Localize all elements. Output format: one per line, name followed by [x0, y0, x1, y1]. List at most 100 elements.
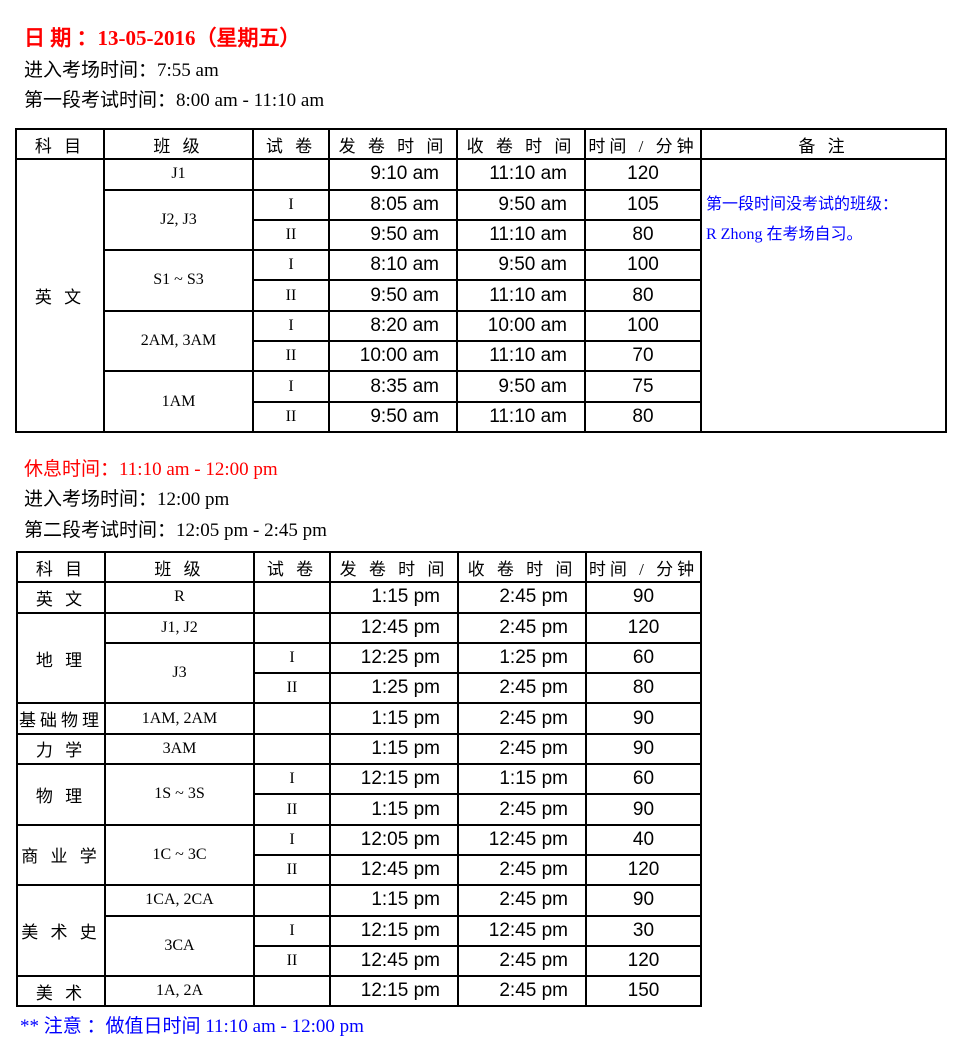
start-time-cell: 9:50 am: [328, 279, 458, 312]
end-time-cell: 12:45 pm: [457, 823, 587, 856]
start-time-cell: 9:10 am: [328, 158, 458, 191]
start-time-cell: 8:20 am: [328, 309, 458, 343]
class-cell: S1 ~ S3: [103, 249, 254, 312]
footnote: ** 注意 ：做值日时间 11:10 am - 12:00 pm: [20, 1016, 364, 1037]
subject-cell: 英 文: [16, 581, 106, 614]
paper-cell: I: [252, 309, 330, 343]
end-time-cell: 2:45 pm: [457, 884, 587, 917]
class-cell: J2, J3: [103, 188, 254, 252]
column-header: 备 注: [700, 127, 947, 161]
paper-cell: II: [253, 793, 331, 826]
duration-cell: 80: [585, 672, 702, 705]
session1-entry-time: 进入考场时间：7:55 am: [24, 60, 219, 81]
end-time-cell: 1:25 pm: [457, 641, 587, 675]
start-time-cell: 10:00 am: [328, 340, 458, 373]
duration-cell: 120: [584, 158, 702, 191]
table-row: 商 业 学 1C ~ 3C I 12:05 pm 12:45 pm 40: [16, 823, 702, 887]
class-cell: 1S ~ 3S: [104, 763, 255, 826]
class-cell: J1, J2: [104, 611, 255, 644]
subject-cell: 商 业 学: [16, 823, 106, 887]
start-time-cell: 12:45 pm: [329, 611, 459, 644]
end-time-cell: 2:45 pm: [457, 672, 587, 705]
end-time-cell: 9:50 am: [456, 249, 586, 282]
column-header: 发 卷 时 间: [328, 127, 458, 161]
duration-cell: 80: [584, 218, 702, 252]
duration-cell: 100: [584, 249, 702, 282]
end-time-cell: 12:45 pm: [457, 914, 587, 947]
session1-exam-time: 第一段考试时间：8:00 am - 11:10 am: [24, 90, 325, 111]
table-row: 基础物理 1AM, 2AM 1:15 pm 2:45 pm 90: [16, 702, 702, 735]
end-time-cell: 2:45 pm: [457, 732, 587, 766]
start-time-cell: 9:50 am: [328, 400, 458, 433]
paper-cell: I: [253, 914, 331, 947]
subject-cell: 物 理: [16, 763, 106, 826]
paper-cell: [253, 702, 331, 735]
column-header: 试 卷: [252, 127, 330, 161]
duration-cell: 90: [585, 732, 702, 766]
session2-schedule-table: 科 目班 级试 卷发 卷 时 间收 卷 时 间时间 / 分钟 英 文 R 1:15 …: [16, 550, 702, 1008]
class-cell: 3CA: [104, 914, 255, 978]
subject-cell: 力 学: [16, 732, 106, 766]
paper-cell: [253, 732, 331, 766]
class-cell: 1AM, 2AM: [104, 702, 255, 735]
start-time-cell: 1:15 pm: [329, 793, 459, 826]
column-header: 时间 / 分钟: [585, 550, 702, 584]
column-header: 科 目: [15, 127, 105, 161]
start-time-cell: 1:25 pm: [329, 672, 459, 705]
table-row: 2AM, 3AM I 8:20 am 10:00 am 100: [16, 309, 946, 373]
start-time-cell: 12:45 pm: [329, 944, 459, 978]
column-header: 班 级: [104, 550, 255, 584]
table-row: J2, J3 I 8:05 am 9:50 am 105: [16, 188, 946, 252]
end-time-cell: 2:45 pm: [457, 944, 587, 978]
start-time-cell: 12:05 pm: [329, 823, 459, 856]
table-row: 物 理 1S ~ 3S I 12:15 pm 1:15 pm 60: [16, 763, 702, 826]
end-time-cell: 11:10 am: [456, 279, 586, 312]
duration-cell: 100: [584, 309, 702, 343]
end-time-cell: 11:10 am: [456, 340, 586, 373]
start-time-cell: 12:45 pm: [329, 853, 459, 887]
start-time-cell: 12:15 pm: [329, 975, 459, 1008]
table-row: II 9:50 am 11:10 am 80: [16, 279, 946, 312]
table-row: II 9:50 am 11:10 am 80: [16, 218, 946, 252]
start-time-cell: 9:50 am: [328, 218, 458, 252]
table-row: 美 术 1A, 2A 12:15 pm 2:45 pm 150: [16, 975, 702, 1008]
subject-cell: 美 术 史: [16, 884, 106, 978]
duration-cell: 120: [585, 611, 702, 644]
start-time-cell: 8:10 am: [328, 249, 458, 282]
paper-cell: [253, 581, 331, 614]
end-time-cell: 1:15 pm: [457, 763, 587, 796]
table-row: J3 I 12:25 pm 1:25 pm 60: [17, 641, 702, 705]
end-time-cell: 2:45 pm: [457, 581, 587, 614]
end-time-cell: 2:45 pm: [457, 702, 587, 735]
column-header: 时间 / 分钟: [584, 127, 702, 161]
duration-cell: 120: [585, 944, 702, 978]
table-row: 英 文 J1 9:10 am 11:10 am 120 第一段时间没考试的班级： R Zho…: [15, 158, 947, 433]
end-time-cell: 9:50 am: [456, 370, 586, 403]
paper-cell: [252, 158, 330, 191]
duration-cell: 60: [585, 641, 702, 675]
exam-date-title: 日 期 ：13-05-2016（星期五）: [24, 26, 301, 50]
column-header: 收 卷 时 间: [457, 550, 587, 584]
duration-cell: 90: [585, 793, 702, 826]
column-header: 发 卷 时 间: [329, 550, 459, 584]
end-time-cell: 2:45 pm: [457, 853, 587, 887]
table-row: II 9:50 am 11:10 am 80: [16, 400, 946, 433]
start-time-cell: 8:35 am: [328, 370, 458, 403]
end-time-cell: 11:10 am: [456, 218, 586, 252]
paper-cell: II: [253, 944, 331, 978]
start-time-cell: 1:15 pm: [329, 702, 459, 735]
table-row: 美 术 史 1CA, 2CA 1:15 pm 2:45 pm 90: [16, 884, 702, 978]
table-row: II 12:45 pm 2:45 pm 120: [17, 853, 702, 887]
session1-schedule-table: 科 目班 级试 卷发 卷 时 间收 卷 时 间时间 / 分钟备 注 英 文 J1 9…: [15, 127, 947, 433]
start-time-cell: 1:15 pm: [329, 884, 459, 917]
start-time-cell: 8:05 am: [328, 188, 458, 221]
table-row: II 1:25 pm 2:45 pm 80: [17, 672, 702, 705]
end-time-cell: 9:50 am: [456, 188, 586, 221]
column-header: 试 卷: [253, 550, 331, 584]
class-cell: 1C ~ 3C: [104, 823, 255, 887]
duration-cell: 40: [585, 823, 702, 856]
duration-cell: 90: [585, 702, 702, 735]
start-time-cell: 1:15 pm: [329, 581, 459, 614]
remark-line: 第一段时间没考试的班级：: [706, 196, 899, 214]
duration-cell: 80: [584, 279, 702, 312]
